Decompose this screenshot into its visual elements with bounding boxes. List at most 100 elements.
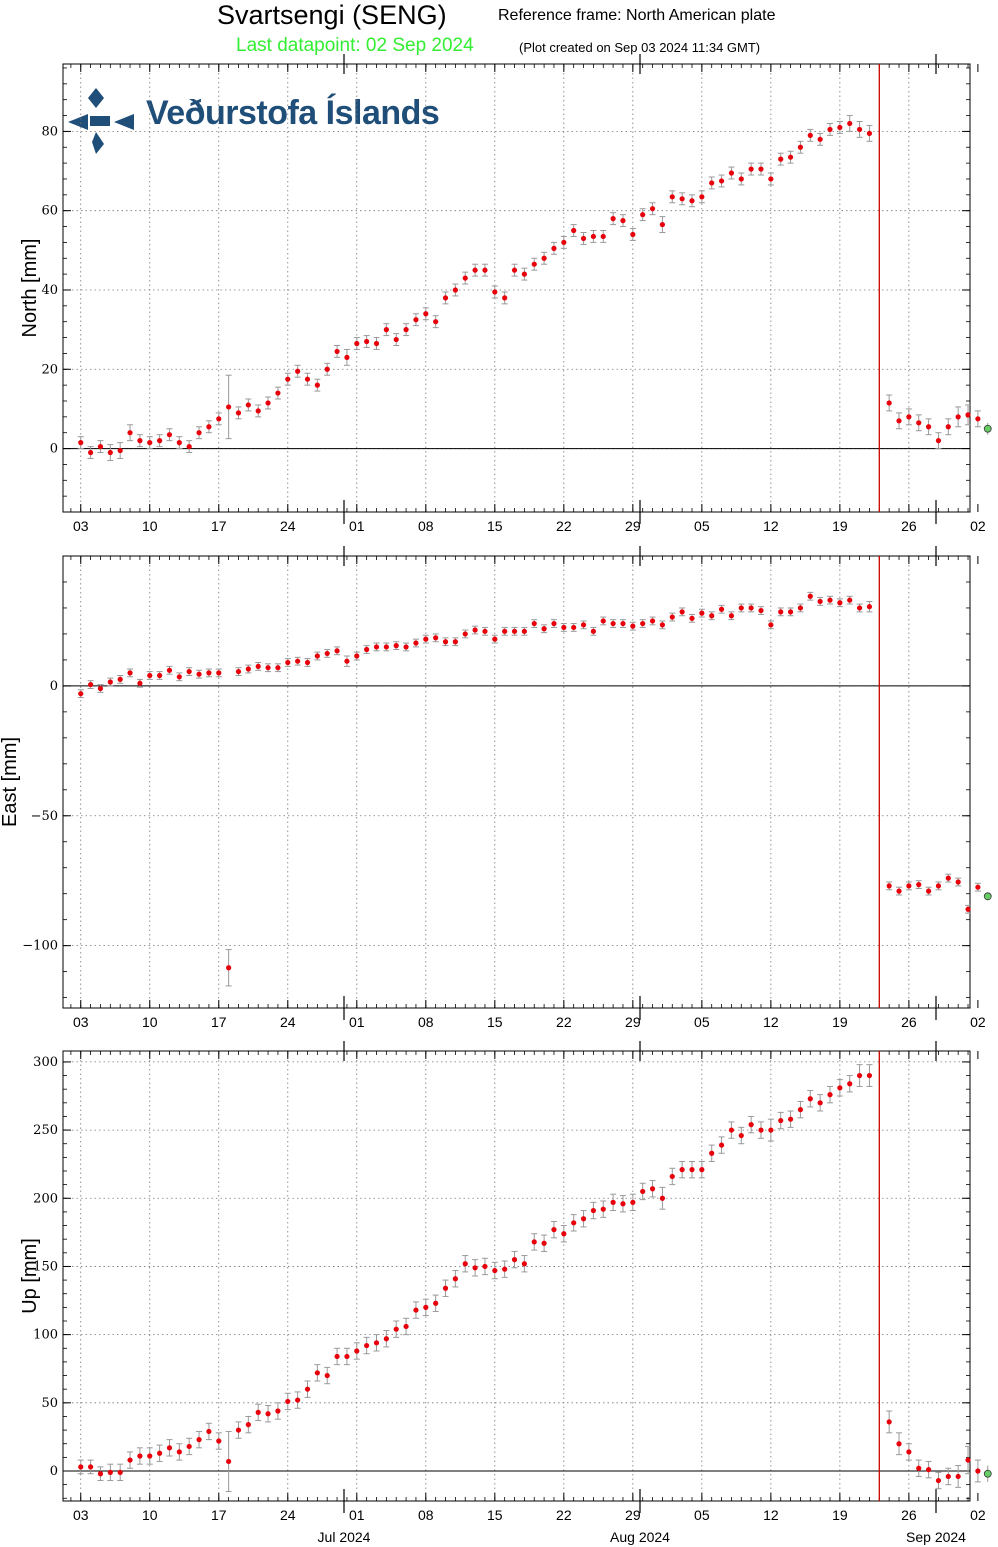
data-point [925, 1460, 932, 1479]
point-marker [433, 635, 439, 641]
data-point [817, 132, 824, 146]
y-tick-label: 0 [50, 679, 58, 694]
x-tick-label: 01 [349, 518, 365, 534]
data-point [245, 398, 252, 412]
data-point [886, 1410, 893, 1434]
data-point [619, 214, 626, 228]
point-marker [531, 261, 537, 267]
x-tick-label: 02 [970, 1507, 986, 1523]
point-marker [590, 233, 596, 240]
point-marker [206, 1428, 212, 1435]
data-point [886, 394, 893, 412]
data-point [324, 1366, 331, 1385]
data-point [136, 434, 143, 448]
data-point [481, 626, 488, 636]
point-marker [364, 646, 370, 653]
point-marker [787, 1116, 794, 1122]
data-point [679, 607, 686, 617]
point-marker [383, 327, 389, 333]
data-point [550, 619, 557, 628]
point-marker [442, 1285, 449, 1291]
data-point [265, 1405, 272, 1423]
data-point [343, 1347, 350, 1366]
point-marker [186, 668, 192, 675]
data-point [146, 436, 153, 450]
data-point [590, 626, 597, 636]
point-marker [521, 1261, 527, 1267]
point-marker [216, 416, 222, 422]
data-point [87, 1459, 94, 1475]
point-marker [640, 212, 646, 218]
x-tick-label: 19 [832, 518, 848, 534]
data-point [738, 172, 745, 186]
point-marker [630, 231, 636, 238]
point-marker [787, 154, 794, 160]
point-marker [127, 430, 133, 436]
x-tick-label: 17 [211, 1014, 227, 1030]
point-marker [955, 879, 961, 885]
point-marker [196, 430, 202, 436]
point-marker [738, 1132, 744, 1139]
point-marker [364, 1342, 370, 1349]
panel-east: 03 10 17 24 01 08 15 22 29 05 12 19 26 02 −100 −50 0 East… [0, 546, 992, 1030]
y-tick-label: 0 [50, 1464, 58, 1479]
point-marker [847, 120, 853, 127]
last-data-point [983, 892, 992, 901]
data-point [432, 633, 439, 643]
data-point [77, 436, 84, 450]
point-marker [285, 1398, 291, 1405]
point-marker [620, 218, 626, 224]
point-marker [718, 1142, 725, 1148]
point-marker [797, 1107, 804, 1113]
point-marker [561, 624, 567, 631]
data-point [550, 241, 557, 255]
point-marker [847, 597, 853, 603]
data-point [787, 1110, 794, 1128]
data-point [412, 1301, 419, 1319]
point-marker [600, 233, 606, 240]
point-marker [127, 670, 133, 676]
data-point [501, 1260, 508, 1278]
data-point [403, 1317, 410, 1336]
point-marker [255, 663, 261, 670]
data-point [462, 629, 469, 639]
plot-frame [62, 555, 971, 1009]
data-point [629, 1193, 636, 1212]
data-point [757, 162, 764, 176]
point-marker [541, 1240, 547, 1246]
y-tick-label: 250 [33, 1123, 58, 1138]
point-marker [659, 1195, 666, 1201]
point-marker [659, 221, 666, 228]
data-point [757, 1121, 764, 1139]
y-tick-label: 0 [50, 442, 58, 457]
point-marker [442, 639, 449, 645]
data-point [619, 1195, 626, 1213]
point-marker [610, 620, 616, 627]
data-point [166, 1439, 173, 1457]
point-marker [423, 1304, 429, 1310]
data-point [965, 404, 972, 426]
point-marker [561, 239, 567, 246]
data-point [176, 1443, 183, 1461]
point-marker [304, 376, 311, 382]
point-marker [482, 1263, 488, 1270]
data-point [432, 1294, 439, 1312]
data-point [777, 1111, 784, 1130]
data-point [659, 620, 666, 630]
data-point [373, 337, 380, 350]
point-marker [285, 376, 291, 382]
point-marker [314, 382, 320, 388]
point-marker [235, 410, 242, 416]
point-marker [324, 1372, 330, 1379]
data-point [422, 1298, 429, 1317]
point-marker [709, 1150, 715, 1156]
reference-frame: Reference frame: North American plate [498, 7, 776, 24]
point-marker [285, 659, 291, 666]
data-point [432, 315, 439, 329]
point-marker [630, 1199, 636, 1205]
data-point [314, 1364, 321, 1382]
point-marker [196, 671, 202, 677]
x-tick-label: 05 [694, 1014, 710, 1030]
point-marker [502, 295, 508, 301]
point-marker [107, 1469, 113, 1475]
